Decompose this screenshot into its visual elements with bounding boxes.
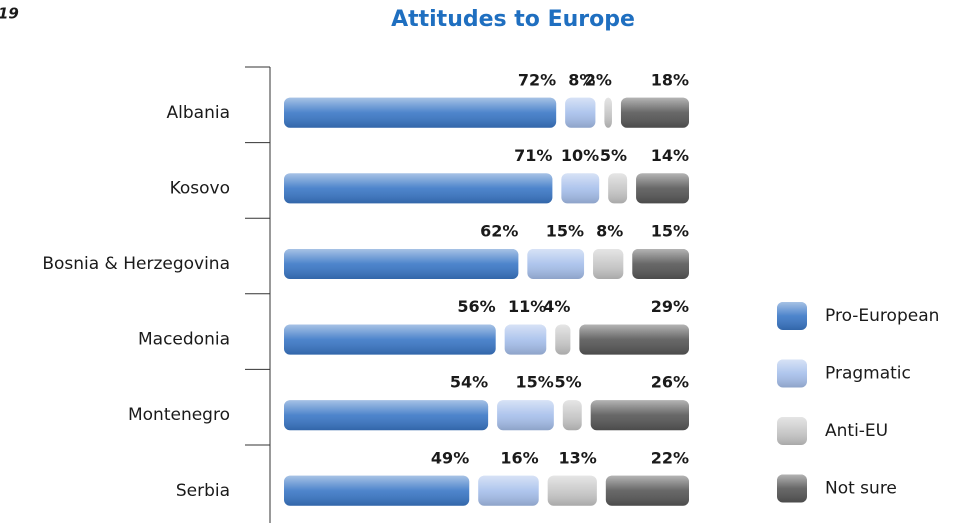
value-label: 18%	[651, 70, 689, 89]
bar-shine	[590, 400, 689, 431]
value-label: 62%	[480, 222, 518, 241]
value-label: 72%	[518, 70, 556, 89]
bar-shine	[593, 249, 624, 279]
value-label: 4%	[543, 297, 570, 316]
value-label: 10%	[561, 146, 599, 165]
value-label: 2%	[585, 70, 612, 89]
bar-shine	[620, 97, 689, 128]
value-label: 8%	[596, 222, 623, 241]
category-label: Bosnia & Herzegovina	[42, 254, 230, 274]
bar-shine	[478, 475, 539, 506]
chart-title: Attitudes to Europe	[391, 7, 635, 32]
legend-label: Pro-European	[825, 306, 939, 326]
legend-label: Anti-EU	[825, 421, 888, 441]
bar-shine	[504, 324, 547, 355]
bar-shine	[608, 173, 628, 204]
bar-shine	[284, 400, 489, 431]
value-label: 71%	[514, 146, 552, 165]
value-label: 15%	[516, 373, 554, 392]
bar-shine	[579, 324, 689, 355]
value-label: 29%	[651, 297, 689, 316]
value-label: 16%	[500, 448, 538, 467]
bar-shine	[284, 173, 553, 204]
bar-shine	[497, 400, 554, 431]
bar-shine	[284, 324, 496, 355]
bar-shine	[561, 173, 600, 204]
value-label: 5%	[555, 373, 582, 392]
value-label: 22%	[651, 448, 689, 467]
value-label: 56%	[457, 297, 495, 316]
category-label: Montenegro	[128, 405, 230, 425]
bar-shine	[555, 324, 571, 355]
value-label: 8%	[568, 70, 595, 89]
legend-shine	[777, 359, 807, 388]
value-label: 11%	[508, 297, 546, 316]
bar-shine	[604, 97, 612, 128]
bar-shine	[284, 475, 470, 506]
value-label: 15%	[651, 222, 689, 241]
bar-shine	[632, 249, 689, 279]
value-label: 13%	[559, 448, 597, 467]
legend-shine	[777, 417, 807, 445]
bar-shine	[605, 475, 689, 506]
bar-shine	[636, 173, 689, 204]
bar-shine	[527, 249, 585, 279]
category-label: Albania	[167, 103, 230, 123]
legend-shine	[777, 474, 807, 503]
value-label: 5%	[600, 146, 627, 165]
value-label: 15%	[546, 222, 584, 241]
legend-label: Pragmatic	[825, 364, 911, 384]
value-label: 49%	[431, 448, 469, 467]
bar-shine	[284, 97, 557, 128]
bar-shine	[284, 249, 519, 279]
bar-shine	[562, 400, 582, 431]
category-label: Macedonia	[138, 330, 230, 350]
page-number: 19	[0, 5, 19, 23]
legend-label: Not sure	[825, 479, 897, 499]
value-label: 14%	[651, 146, 689, 165]
bar-shine	[565, 97, 596, 128]
value-label: 54%	[450, 373, 488, 392]
category-label: Serbia	[176, 481, 230, 501]
legend-shine	[777, 302, 807, 330]
bar-shine	[547, 475, 597, 506]
value-label: 26%	[651, 373, 689, 392]
category-label: Kosovo	[170, 178, 230, 198]
